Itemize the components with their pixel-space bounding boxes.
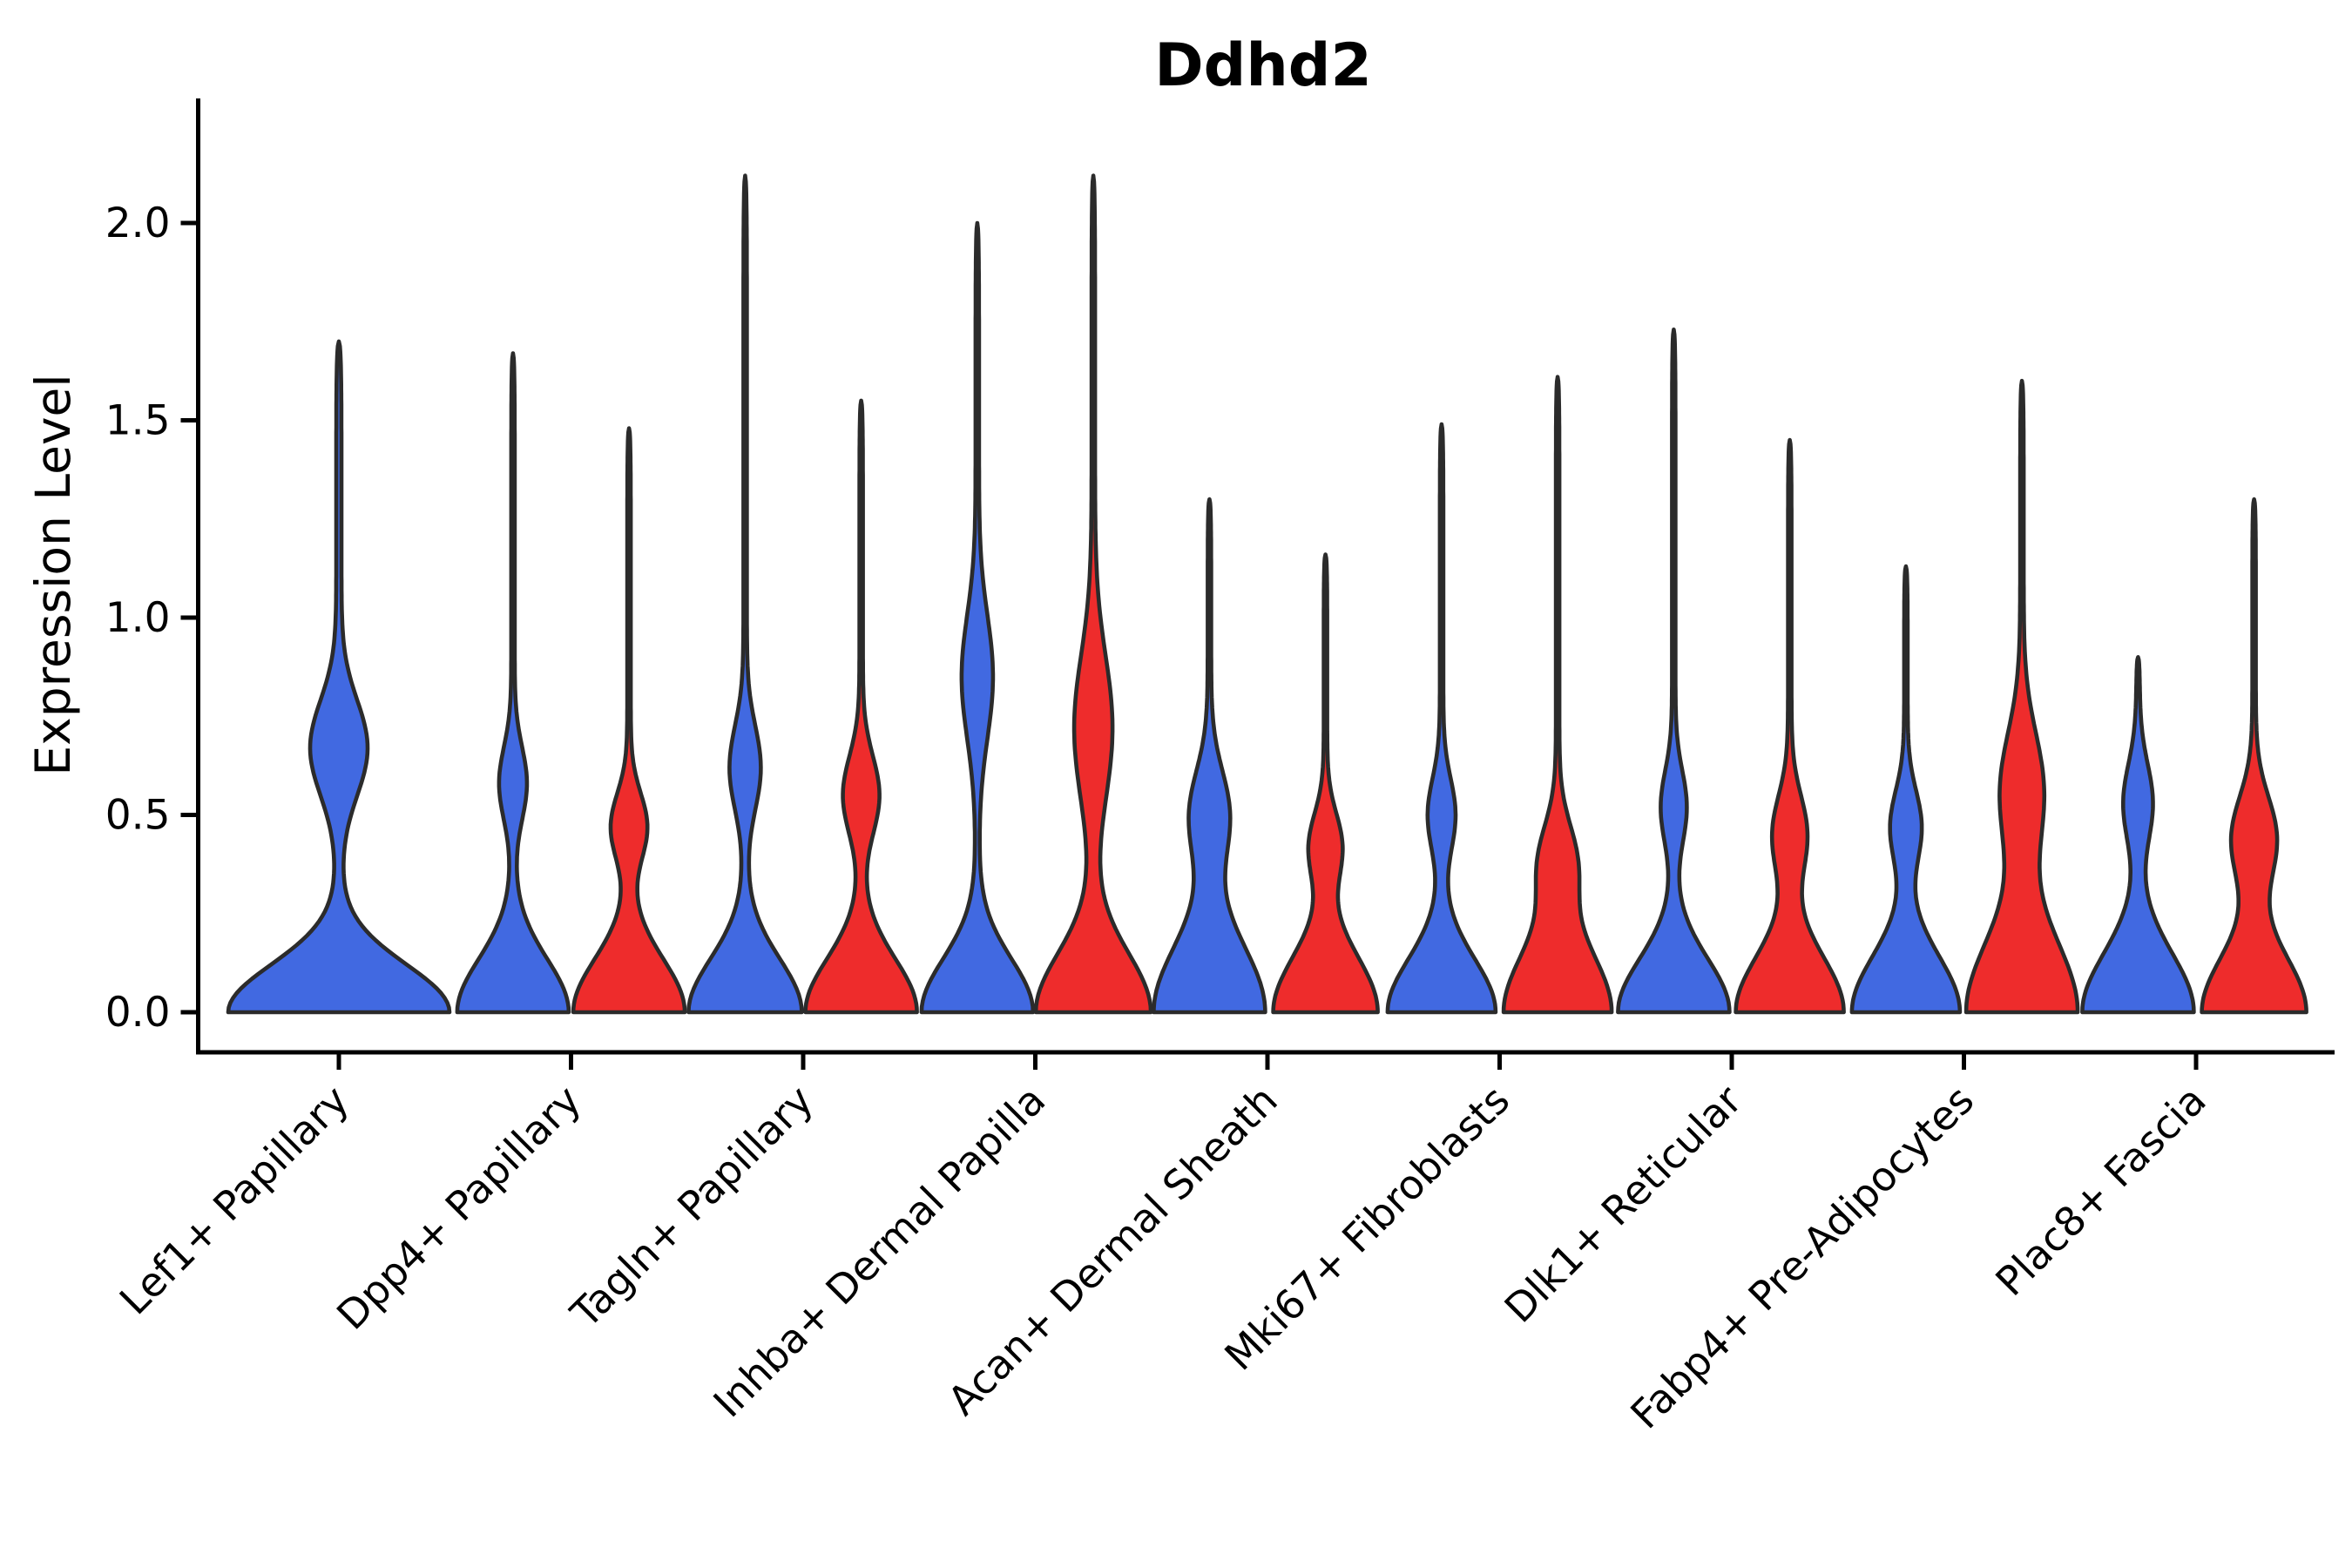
- x-tick-label: Dlk1+ Reticular: [1496, 1077, 1751, 1332]
- y-axis-label: Expression Level: [25, 374, 81, 775]
- x-tick-label: Plac8+ Fascia: [1986, 1077, 2214, 1305]
- y-tick-label: 0.5: [105, 792, 171, 840]
- x-tick-label: Tagln+ Papillary: [561, 1077, 822, 1338]
- violin-tagln-papillary-red: [803, 398, 919, 1015]
- violin-acan-dermal-sheath-blue: [1152, 497, 1267, 1015]
- violin-dpp4-papillary-blue: [455, 351, 571, 1015]
- violin-acan-dermal-sheath-red: [1271, 552, 1380, 1015]
- x-tick-label: Lef1+ Papillary: [111, 1077, 358, 1324]
- violin-fabp4-pre-adipocytes-red: [1963, 378, 2080, 1015]
- axis-spines: [196, 98, 2335, 1055]
- violin-dlk1-reticular-blue: [1616, 328, 1732, 1015]
- chart-title: Ddhd2: [1154, 31, 1372, 100]
- violin-lef1-papillary-blue: [226, 339, 452, 1015]
- violin-plac8-fascia-red: [2200, 497, 2308, 1015]
- violin-plac8-fascia-blue: [2080, 655, 2196, 1015]
- violin-mki67-fibroblasts-blue: [1385, 422, 1498, 1015]
- violin-fabp4-pre-adipocytes-blue: [1849, 564, 1963, 1015]
- violin-dlk1-reticular-red: [1734, 437, 1846, 1015]
- x-tick-label: Dpp4+ Papillary: [328, 1077, 590, 1339]
- violin-tagln-papillary-blue: [686, 173, 804, 1015]
- violin-dpp4-papillary-red: [571, 426, 687, 1015]
- y-tick-label: 1.0: [105, 594, 171, 642]
- y-tick-label: 2.0: [105, 199, 171, 247]
- violin-inhba-dermal-papilla-red: [1033, 173, 1153, 1015]
- y-tick-label: 0.0: [105, 989, 171, 1037]
- violin-mki67-fibroblasts-red: [1501, 375, 1614, 1015]
- violin-inhba-dermal-papilla-blue: [919, 220, 1036, 1015]
- y-tick-label: 1.5: [105, 397, 171, 445]
